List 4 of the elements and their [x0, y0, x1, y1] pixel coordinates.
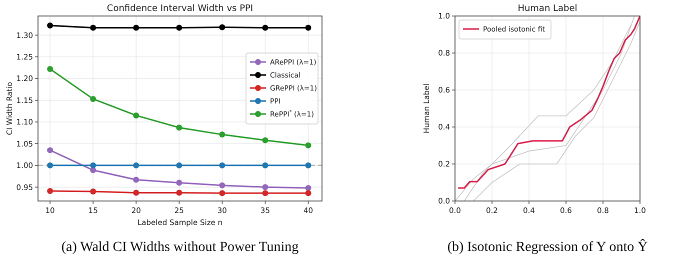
text: (a) Wald CI Widths without Power Tuning — [61, 240, 299, 255]
chart-title: Human Label — [518, 4, 578, 14]
text: (b) Isotonic Regression of Y onto Ŷ — [447, 238, 648, 255]
chart-title: Confidence Interval Width vs PPI — [106, 4, 254, 14]
